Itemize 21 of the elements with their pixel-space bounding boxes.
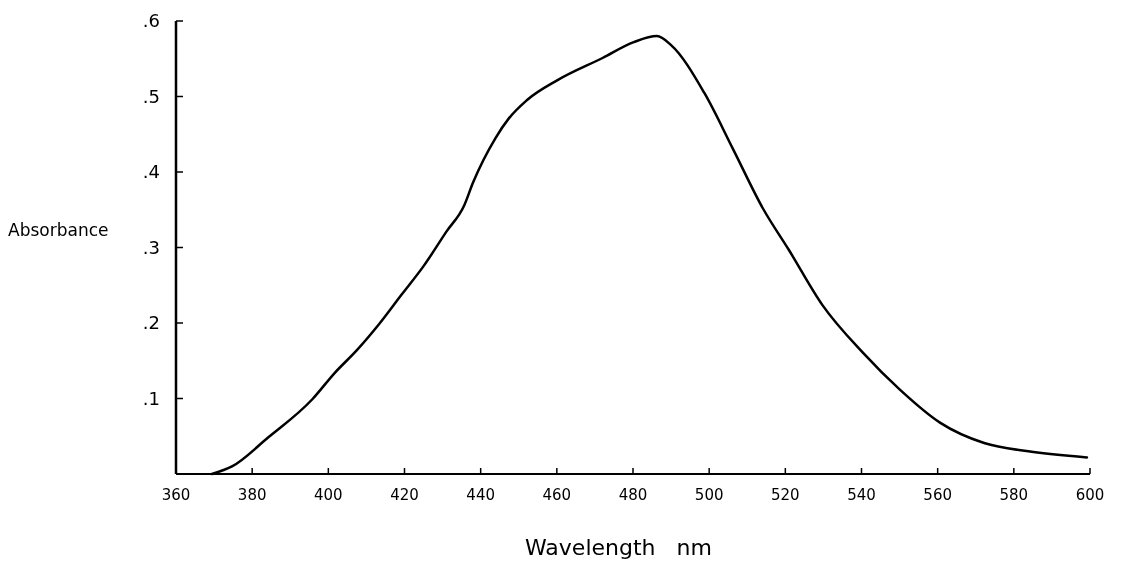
x-tick-label: 520 — [771, 486, 800, 504]
x-tick-label: 420 — [390, 486, 419, 504]
y-tick-label: .6 — [142, 10, 160, 32]
x-tick-label: 360 — [161, 486, 191, 504]
y-axis-title: Absorbance — [8, 220, 109, 240]
x-tick-label: 380 — [237, 486, 267, 504]
x-tick-label: 540 — [847, 486, 876, 504]
x-tick-label: 600 — [1075, 486, 1105, 504]
y-tick-label: .4 — [142, 161, 160, 183]
x-axis-title: Wavelength nm — [525, 535, 712, 560]
x-tick-label: 500 — [694, 486, 724, 504]
y-tick-label: .3 — [142, 236, 160, 258]
x-tick-label: 400 — [314, 486, 343, 504]
x-tick-label: 440 — [466, 486, 495, 504]
x-tick-label: 460 — [542, 486, 572, 504]
y-tick-label: .5 — [142, 85, 160, 107]
y-tick-label: .1 — [142, 387, 160, 409]
x-tick-label: 480 — [618, 486, 648, 504]
x-tick-label: 560 — [923, 486, 952, 504]
y-tick-label: .2 — [142, 312, 160, 334]
x-tick-label: 580 — [999, 486, 1029, 504]
